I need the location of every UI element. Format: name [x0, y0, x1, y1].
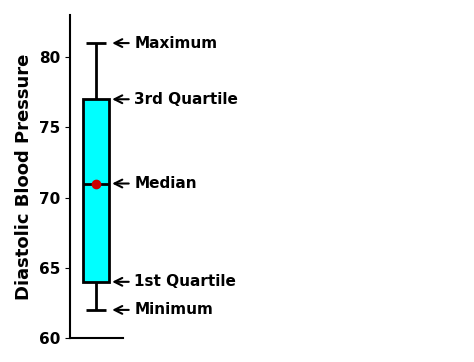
- Text: 1st Quartile: 1st Quartile: [115, 274, 236, 289]
- Y-axis label: Diastolic Blood Pressure: Diastolic Blood Pressure: [15, 53, 33, 300]
- Text: 3rd Quartile: 3rd Quartile: [115, 92, 238, 107]
- FancyBboxPatch shape: [83, 99, 109, 282]
- Text: Maximum: Maximum: [115, 35, 218, 51]
- Text: Median: Median: [115, 176, 197, 191]
- Text: Minimum: Minimum: [115, 302, 213, 317]
